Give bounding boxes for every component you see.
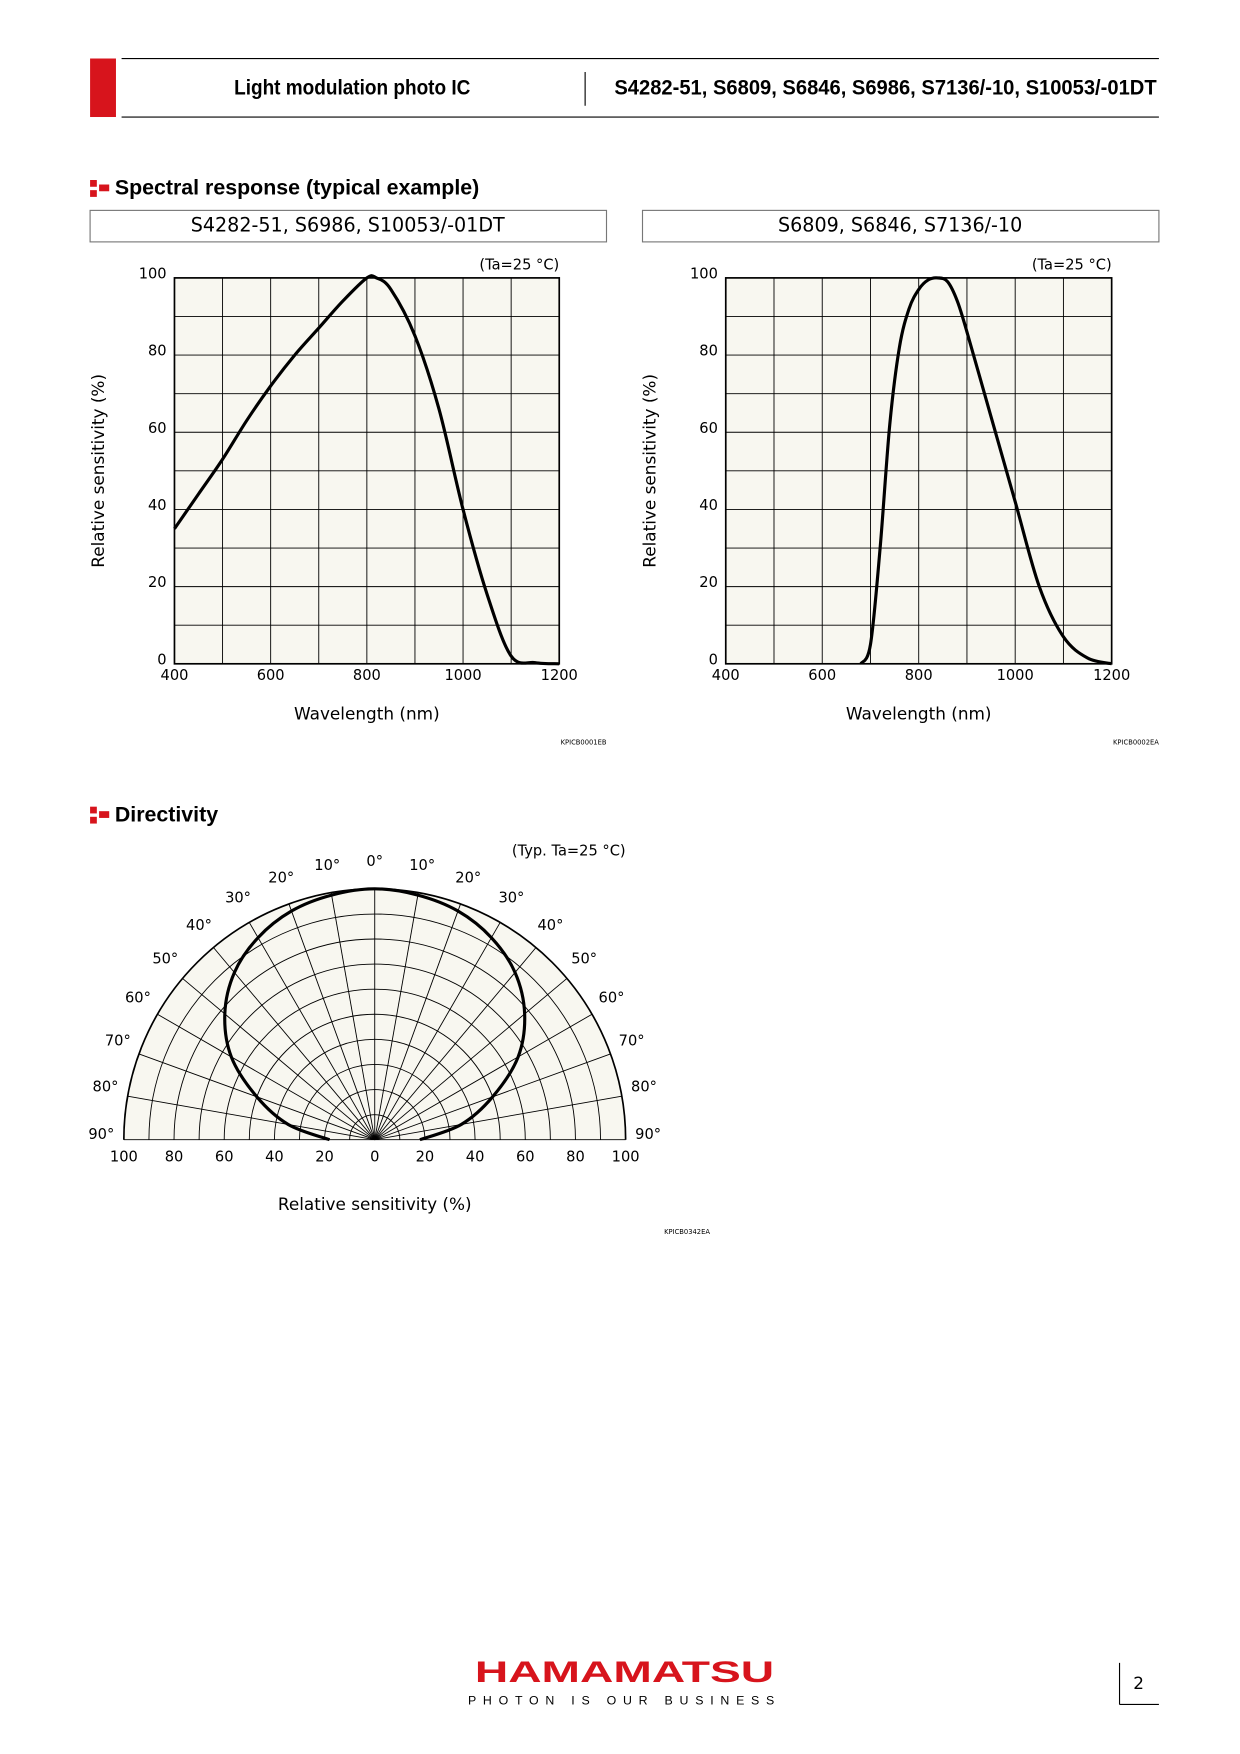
figure-code: KPICB0001EB bbox=[561, 739, 607, 747]
r-tick-label: 100 bbox=[110, 1149, 138, 1166]
y-tick-label: 20 bbox=[148, 574, 167, 591]
x-axis-label: Relative sensitivity (%) bbox=[278, 1194, 472, 1214]
angle-tick-label: 20° bbox=[455, 869, 481, 886]
angle-tick-label: 70° bbox=[105, 1033, 131, 1050]
r-tick-label: 0 bbox=[370, 1149, 379, 1166]
grid-line bbox=[374, 1095, 622, 1141]
r-tick-label: 20 bbox=[416, 1149, 435, 1166]
page-number: 2 bbox=[1133, 1673, 1144, 1693]
angle-tick-label: 80° bbox=[93, 1079, 119, 1096]
x-tick-label: 600 bbox=[808, 667, 836, 684]
header-mark bbox=[90, 58, 116, 118]
angle-tick-label: 50° bbox=[571, 950, 597, 967]
angle-tick-label: 50° bbox=[152, 950, 178, 967]
grid-line bbox=[213, 947, 376, 1140]
figure-code: KPICB0002EA bbox=[1113, 739, 1159, 747]
annotation: (Ta=25 °C) bbox=[1032, 257, 1112, 274]
chart-title: S6809, S6846, S7136/-10 bbox=[778, 214, 1022, 237]
x-axis-label: Wavelength (nm) bbox=[294, 703, 440, 723]
y-tick-label: 20 bbox=[699, 574, 718, 591]
angle-tick-label: 0° bbox=[366, 853, 383, 870]
angle-tick-label: 90° bbox=[635, 1126, 661, 1143]
r-tick-label: 100 bbox=[612, 1149, 640, 1166]
grid-line bbox=[374, 1013, 593, 1141]
y-axis-label: Relative sensitivity (%) bbox=[88, 374, 108, 568]
section-title: Directivity bbox=[115, 802, 218, 826]
grid-line bbox=[288, 903, 376, 1140]
grid-line bbox=[248, 922, 376, 1140]
grid-line bbox=[374, 892, 419, 1140]
directivity-curve bbox=[223, 887, 527, 1142]
grid-line bbox=[374, 978, 568, 1141]
section-title: Spectral response (typical example) bbox=[115, 176, 479, 200]
brand: HAMAMATSU bbox=[475, 1657, 774, 1689]
y-axis-label: Relative sensitivity (%) bbox=[639, 374, 659, 568]
angle-tick-label: 10° bbox=[409, 857, 435, 874]
annotation: (Ta=25 °C) bbox=[479, 257, 559, 274]
y-tick-label: 40 bbox=[699, 497, 718, 514]
grid-line bbox=[374, 903, 461, 1140]
section-icon bbox=[90, 180, 110, 197]
grid-line bbox=[182, 978, 376, 1141]
header-title: Light modulation photo IC bbox=[234, 76, 470, 100]
grid-line bbox=[157, 1013, 375, 1141]
y-tick-label: 60 bbox=[699, 420, 718, 437]
grid-line bbox=[374, 947, 537, 1140]
x-tick-label: 1000 bbox=[444, 667, 481, 684]
y-tick-label: 100 bbox=[139, 266, 167, 283]
plot-frame bbox=[724, 277, 1113, 665]
y-tick-label: 0 bbox=[709, 651, 718, 668]
y-tick-label: 80 bbox=[148, 343, 167, 360]
angle-tick-label: 60° bbox=[599, 990, 625, 1007]
grid-line bbox=[127, 1095, 375, 1141]
angle-tick-label: 70° bbox=[619, 1033, 645, 1050]
annotation: (Typ. Ta=25 °C) bbox=[512, 843, 626, 860]
x-tick-label: 800 bbox=[353, 667, 381, 684]
y-tick-label: 80 bbox=[699, 343, 718, 360]
r-tick-label: 60 bbox=[215, 1149, 234, 1166]
angle-tick-label: 40° bbox=[186, 917, 212, 934]
angle-tick-label: 90° bbox=[88, 1126, 114, 1143]
angle-tick-label: 30° bbox=[225, 889, 251, 906]
y-tick-label: 0 bbox=[157, 651, 166, 668]
angle-tick-label: 60° bbox=[125, 990, 151, 1007]
r-tick-label: 40 bbox=[265, 1149, 284, 1166]
x-tick-label: 800 bbox=[905, 667, 933, 684]
r-tick-label: 60 bbox=[516, 1149, 535, 1166]
response-curve bbox=[173, 274, 560, 666]
angle-tick-label: 30° bbox=[498, 889, 524, 906]
r-tick-label: 80 bbox=[566, 1149, 585, 1166]
angle-tick-label: 80° bbox=[631, 1079, 657, 1096]
x-tick-label: 1200 bbox=[1093, 667, 1130, 684]
grid-line bbox=[330, 892, 376, 1140]
angle-tick-label: 10° bbox=[314, 857, 340, 874]
angle-tick-label: 40° bbox=[538, 917, 564, 934]
header-products: S4282-51, S6809, S6846, S6986, S7136/-10… bbox=[614, 76, 1156, 100]
x-tick-label: 1200 bbox=[541, 667, 578, 684]
x-tick-label: 400 bbox=[712, 667, 740, 684]
r-tick-label: 80 bbox=[165, 1149, 184, 1166]
x-tick-label: 1000 bbox=[997, 667, 1034, 684]
y-tick-label: 60 bbox=[148, 420, 167, 437]
x-axis-label: Wavelength (nm) bbox=[846, 703, 992, 723]
section-icon bbox=[90, 806, 110, 824]
x-tick-label: 600 bbox=[257, 667, 285, 684]
x-tick-label: 400 bbox=[161, 667, 189, 684]
figure-code: KPICB0342EA bbox=[664, 1228, 710, 1236]
grid-line bbox=[374, 922, 501, 1140]
r-tick-label: 20 bbox=[315, 1149, 334, 1166]
chart-title-box bbox=[641, 209, 1160, 243]
y-tick-label: 100 bbox=[690, 266, 718, 283]
y-tick-label: 40 bbox=[148, 497, 167, 514]
tagline: PHOTON IS OUR BUSINESS bbox=[468, 1693, 781, 1707]
chart-title-box bbox=[89, 209, 608, 243]
chart-title: S4282-51, S6986, S10053/-01DT bbox=[191, 214, 505, 237]
response-curve bbox=[859, 276, 1113, 666]
r-tick-label: 40 bbox=[466, 1149, 485, 1166]
angle-tick-label: 20° bbox=[268, 869, 294, 886]
